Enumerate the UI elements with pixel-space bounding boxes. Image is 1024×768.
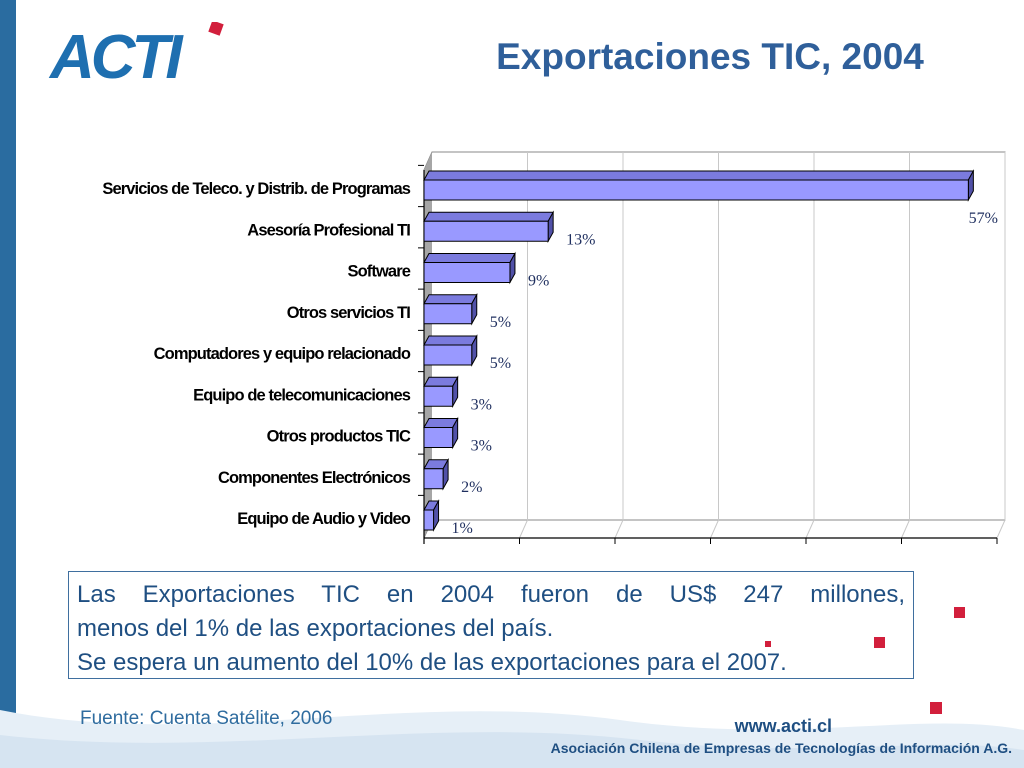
value-label: 2%	[461, 479, 482, 496]
bar-chart: Servicios de Teleco. y Distrib. de Progr…	[102, 151, 1006, 544]
chart-gridline	[901, 519, 910, 539]
footer-wave-decoration	[0, 710, 1024, 768]
category-label: Componentes Electrónicos	[218, 469, 411, 487]
bar	[423, 385, 454, 407]
category-label: Otros productos TIC	[267, 428, 411, 446]
left-accent-stripe	[0, 0, 16, 768]
value-label: 13%	[566, 231, 595, 248]
acti-logo: ACTI	[48, 22, 224, 86]
category-label: Otros servicios TI	[287, 304, 411, 322]
value-label: 1%	[452, 520, 473, 537]
value-label: 9%	[528, 273, 549, 290]
decorative-square	[954, 607, 965, 618]
chart-gridline	[996, 519, 1006, 539]
bar-top	[423, 418, 459, 428]
bar-top	[423, 170, 975, 181]
summary-line-2: menos del 1% de las exportaciones del pa…	[77, 615, 554, 642]
bar	[423, 344, 473, 366]
bar	[423, 468, 444, 490]
value-label: 3%	[471, 396, 492, 413]
category-label: Software	[348, 263, 411, 281]
value-label: 5%	[490, 355, 511, 372]
organization-name: Asociación Chilena de Empresas de Tecnol…	[550, 740, 1012, 756]
chart-gridline	[614, 519, 624, 539]
chart-gridline	[519, 519, 528, 539]
bar	[423, 427, 454, 448]
decorative-square	[874, 637, 885, 648]
bar	[423, 509, 435, 531]
decorative-square	[765, 641, 771, 647]
bar	[423, 220, 549, 242]
website-link[interactable]: www.acti.cl	[734, 716, 832, 736]
bar-top	[423, 253, 516, 263]
summary-line-1: Las Exportaciones TIC en 2004 fueron de …	[77, 581, 905, 608]
category-label: Equipo de Audio y Video	[237, 510, 411, 528]
chart-back-wall	[423, 151, 1006, 539]
decorative-square	[930, 702, 942, 714]
bar-top	[423, 335, 478, 346]
summary-text-box: Las Exportaciones TIC en 2004 fueron de …	[68, 571, 914, 679]
category-label: Asesoría Profesional TI	[247, 221, 410, 239]
chart-gridline	[710, 519, 719, 539]
bar-top	[423, 376, 459, 387]
bar-top	[423, 211, 554, 222]
category-label: Computadores y equipo relacionado	[154, 345, 411, 363]
chart-gridline	[805, 519, 815, 539]
bar	[423, 303, 473, 325]
summary-line-3: Se espera un aumento del 10% de las expo…	[77, 649, 787, 676]
bar	[423, 262, 511, 283]
bar-top	[423, 294, 478, 305]
source-note: Fuente: Cuenta Satélite, 2006	[80, 708, 333, 729]
slide-title: Exportaciones TIC, 2004	[496, 36, 924, 77]
bar	[423, 179, 969, 201]
category-label: Servicios de Teleco. y Distrib. de Progr…	[102, 180, 410, 198]
value-label: 3%	[471, 438, 492, 455]
svg-text:ACTI: ACTI	[48, 23, 184, 86]
category-label: Equipo de telecomunicaciones	[193, 386, 411, 404]
value-label: 57%	[969, 210, 998, 227]
value-label: 5%	[490, 314, 511, 331]
